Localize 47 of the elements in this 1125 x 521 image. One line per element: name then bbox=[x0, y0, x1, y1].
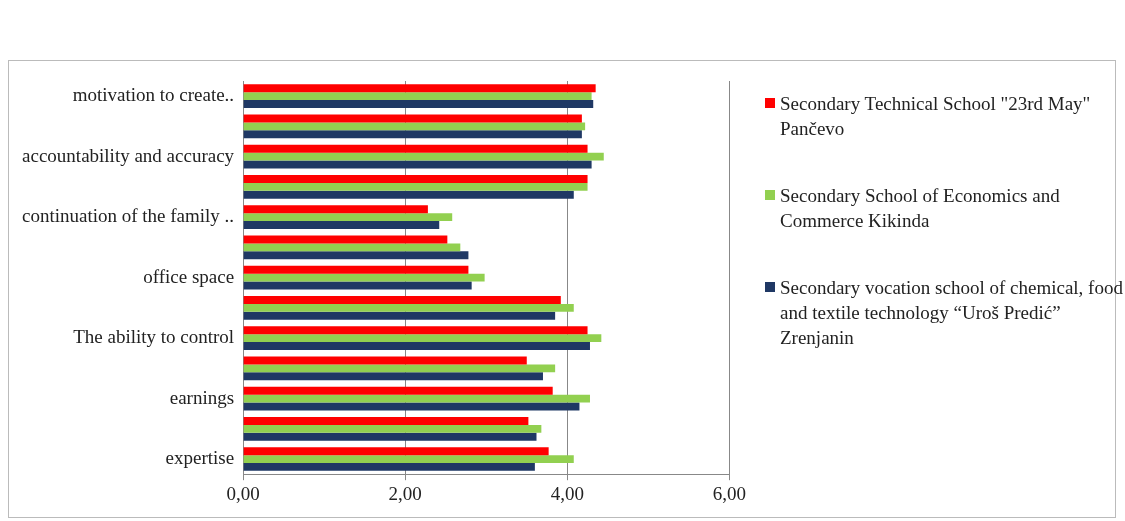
x-tick-label: 0,00 bbox=[226, 482, 260, 504]
bar bbox=[243, 251, 469, 260]
bar bbox=[243, 303, 574, 312]
bar bbox=[243, 463, 535, 471]
bar bbox=[243, 417, 529, 425]
bar bbox=[243, 100, 594, 108]
y-tick-label: The ability to control bbox=[73, 326, 235, 348]
bar bbox=[243, 144, 588, 153]
bar bbox=[243, 190, 574, 199]
bar bbox=[243, 326, 588, 335]
bar bbox=[243, 175, 588, 183]
legend-label: Secondary School of Economics and Commerce Kikinda bbox=[780, 184, 1061, 233]
bar bbox=[243, 455, 574, 464]
bar bbox=[243, 342, 590, 350]
bar bbox=[243, 205, 428, 214]
bar bbox=[243, 296, 561, 304]
bar bbox=[243, 364, 556, 373]
bar bbox=[243, 432, 537, 441]
y-tick-label: motivation to create.. bbox=[72, 84, 235, 106]
x-tick-label: 4,00 bbox=[550, 482, 584, 504]
bar bbox=[243, 152, 604, 161]
bar bbox=[243, 92, 592, 101]
bar bbox=[243, 447, 549, 456]
bar bbox=[243, 221, 440, 229]
bar bbox=[243, 394, 590, 403]
x-tick-label: 2,00 bbox=[388, 482, 422, 504]
bar bbox=[243, 84, 596, 93]
bar bbox=[243, 311, 556, 320]
x-tick-label: 6,00 bbox=[712, 482, 746, 504]
y-tick-label: accountability and accuracy bbox=[22, 144, 235, 166]
bar bbox=[243, 372, 543, 381]
y-tick-label: office space bbox=[143, 265, 235, 287]
bar bbox=[243, 265, 469, 274]
bar bbox=[243, 334, 602, 343]
bar bbox=[243, 273, 485, 282]
bar bbox=[243, 424, 542, 433]
bar bbox=[243, 182, 588, 191]
bar bbox=[243, 243, 461, 252]
bar bbox=[243, 213, 453, 222]
bar bbox=[243, 130, 582, 139]
legend-label: Secondary vocation school of chemical, food and textile technology “Uroš Predić” Zrenjanin bbox=[780, 276, 1124, 350]
legend-label: Secondary Technical School "23rd May" Pančevo bbox=[780, 92, 1092, 141]
bar bbox=[243, 386, 553, 395]
y-tick-label: expertise bbox=[165, 447, 235, 469]
bar bbox=[243, 122, 586, 131]
y-tick-label: continuation of the family .. bbox=[21, 205, 235, 227]
y-tick-label: earnings bbox=[169, 386, 235, 408]
